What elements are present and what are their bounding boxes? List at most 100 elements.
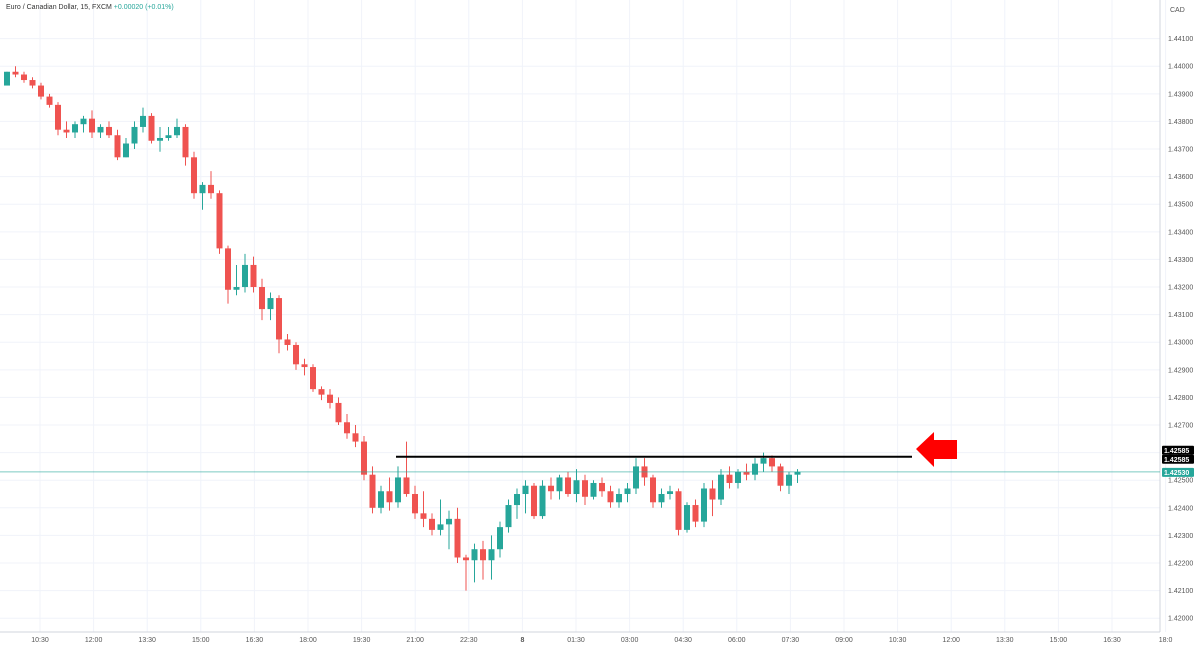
y-tick-label: 1.43200 — [1168, 285, 1193, 292]
candle-up — [165, 135, 172, 138]
candle-down — [335, 402, 342, 423]
resistance-price-tag — [1162, 454, 1194, 464]
candle-down — [106, 126, 112, 136]
axes: 1.44100 1.44000 1.43900 1.43800 1.43700 1.436… — [0, 0, 1193, 644]
candle-up — [505, 505, 512, 528]
candle-down — [607, 491, 614, 503]
candle-down — [361, 441, 367, 475]
candle-down — [182, 126, 189, 158]
candle-down — [403, 477, 410, 495]
y-tick-label: 1.43000 — [1168, 340, 1193, 347]
candle-down — [114, 135, 121, 158]
candle-down — [344, 422, 350, 434]
candle-down — [565, 477, 571, 495]
x-tick-label: 18:00 — [299, 637, 317, 644]
y-tick-label: 1.42800 — [1168, 395, 1193, 402]
x-tick-label: 19:30 — [353, 637, 371, 644]
candle-up — [667, 491, 673, 495]
resistance-price-tag — [1162, 445, 1194, 455]
candle-up — [701, 488, 707, 522]
candle-up — [378, 491, 384, 508]
candle-up — [72, 124, 78, 133]
candle-up — [471, 549, 478, 561]
candle-up — [242, 264, 248, 288]
candle-up — [4, 71, 10, 86]
candle-down — [369, 474, 376, 508]
y-tick-label: 1.42700 — [1168, 423, 1193, 430]
x-tick-label: 15:00 — [1050, 637, 1068, 644]
candle-up — [514, 494, 520, 506]
candle-down — [276, 298, 282, 340]
candle-down — [463, 557, 469, 561]
candle-down — [12, 71, 19, 75]
candle-down — [191, 157, 197, 194]
x-tick-label: 12:00 — [85, 637, 103, 644]
candles — [4, 66, 801, 591]
y-tick-label: 1.42100 — [1168, 588, 1193, 595]
left-arrow-icon — [916, 432, 957, 467]
x-tick-label: 15:00 — [192, 637, 210, 644]
candle-down — [148, 115, 155, 141]
candle-up — [80, 118, 87, 125]
candle-up — [735, 471, 741, 483]
candle-down — [692, 505, 699, 522]
x-tick-label: 21:00 — [406, 637, 424, 644]
candle-down — [386, 491, 393, 503]
y-tick-label: 1.42000 — [1168, 616, 1193, 623]
x-tick-label: 18:0 — [1159, 637, 1173, 644]
candle-down — [310, 367, 316, 390]
candle-up — [497, 527, 503, 550]
price-lines — [0, 455, 1160, 473]
candle-up — [437, 524, 444, 530]
y-tick-label: 1.43900 — [1168, 91, 1193, 98]
candle-down — [548, 485, 554, 492]
candle-up — [174, 126, 180, 136]
current-price-tag — [1162, 467, 1194, 477]
candle-up — [658, 494, 665, 503]
candle-down — [63, 129, 70, 133]
candle-down — [480, 549, 486, 561]
candle-up — [446, 518, 452, 525]
candle-down — [301, 364, 308, 368]
candle-up — [539, 485, 546, 517]
candle-down — [726, 474, 733, 483]
candle-up — [624, 488, 631, 495]
candle-up — [718, 474, 724, 500]
candle-up — [267, 298, 274, 310]
y-tick-label: 1.42500 — [1168, 478, 1193, 485]
x-tick-label: 10:30 — [889, 637, 907, 644]
x-tick-label: 09:00 — [835, 637, 853, 644]
x-tick-label: 13:30 — [996, 637, 1014, 644]
legend-change: +0.00020 (+0.01%) — [113, 4, 174, 11]
candle-up — [233, 287, 240, 290]
x-tick-label: 22:30 — [460, 637, 478, 644]
candle-down — [21, 74, 27, 81]
candle-down — [259, 287, 265, 310]
legend-symbol: Euro / Canadian Dollar, 15, FXCM — [6, 4, 112, 11]
x-tick-label: 12:00 — [942, 637, 960, 644]
x-tick-label: 01:30 — [567, 637, 585, 644]
candle-up — [633, 466, 639, 489]
candle-up — [590, 482, 597, 497]
x-tick-label: 03:00 — [621, 637, 639, 644]
x-tick-label: 16:30 — [1103, 637, 1121, 644]
candle-down — [284, 339, 291, 345]
current-price-label: 1.42530 — [1164, 470, 1189, 477]
resistance-price-label: 1.42585 — [1164, 448, 1189, 455]
candle-down — [599, 482, 605, 492]
candle-down — [412, 494, 418, 514]
candle-down — [225, 248, 231, 290]
resistance-price-label: 1.42585 — [1164, 457, 1189, 464]
x-tick-label: 04:30 — [674, 637, 692, 644]
candle-up — [786, 474, 792, 486]
candle-down — [327, 394, 333, 403]
y-tick-label: 1.43300 — [1168, 257, 1193, 264]
candle-down — [352, 433, 359, 442]
candle-down — [650, 477, 656, 503]
candle-up — [794, 471, 801, 475]
candle-down — [29, 80, 36, 86]
y-tick-label: 1.44000 — [1168, 64, 1193, 71]
candle-up — [123, 143, 129, 158]
